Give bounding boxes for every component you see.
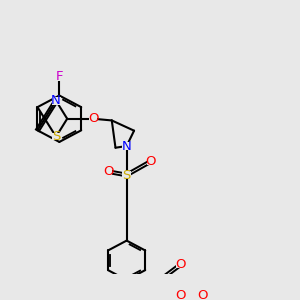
Bar	[176, 261, 185, 268]
Text: S: S	[52, 130, 60, 143]
Bar	[89, 115, 98, 123]
Text: O: O	[175, 289, 186, 300]
Bar	[147, 158, 155, 165]
Text: N: N	[122, 140, 131, 152]
Text: N: N	[51, 94, 61, 107]
Text: O: O	[146, 155, 156, 168]
Bar	[104, 168, 112, 176]
Bar	[176, 292, 185, 299]
Text: O: O	[88, 112, 98, 125]
Text: F: F	[56, 70, 63, 83]
Text: O: O	[103, 165, 113, 178]
Text: S: S	[122, 169, 131, 182]
Bar	[122, 142, 131, 150]
Bar	[122, 171, 131, 179]
Text: O: O	[197, 289, 208, 300]
Bar	[52, 133, 61, 140]
Bar	[52, 97, 61, 105]
Text: O: O	[175, 258, 186, 271]
Bar	[55, 73, 64, 81]
Bar	[197, 292, 208, 299]
